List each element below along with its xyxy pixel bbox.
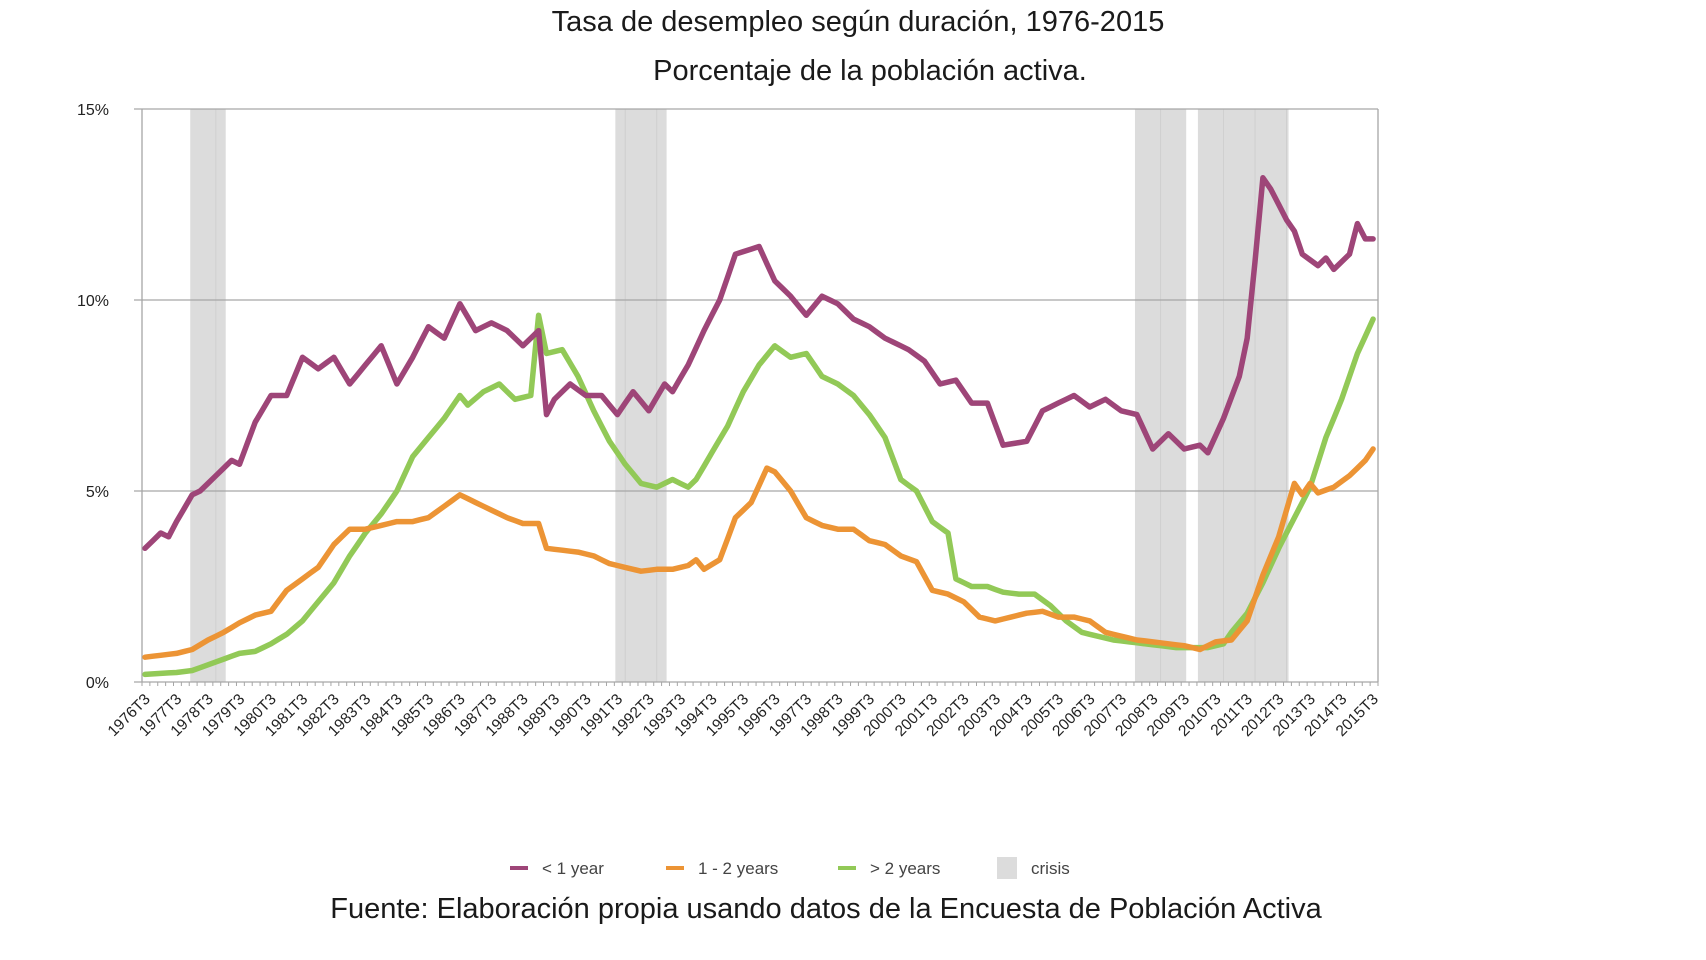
- y-tick-label: 10%: [77, 293, 109, 310]
- crisis-band: [190, 109, 226, 682]
- axes: [141, 109, 1379, 686]
- x-tick-labels: 1976T31977T31978T31979T31980T31981T31982…: [105, 691, 1382, 740]
- legend: < 1 year 1 - 2 years > 2 years crisis: [510, 857, 1070, 879]
- y-tick-label: 5%: [86, 484, 109, 501]
- series-line-lt1: [142, 175, 1376, 552]
- series-line-y12: [142, 446, 1376, 660]
- legend-label: > 2 years: [870, 859, 940, 878]
- legend-item-lt1: < 1 year: [510, 859, 604, 878]
- legend-swatch-crisis: [997, 857, 1017, 879]
- y-tick-label: 15%: [77, 102, 109, 119]
- legend-label: < 1 year: [542, 859, 604, 878]
- legend-label: 1 - 2 years: [698, 859, 778, 878]
- chart-subtitle: Porcentaje de la población activa.: [653, 55, 1087, 87]
- series-line-gt2: [142, 312, 1376, 678]
- source-note: Fuente: Elaboración propia usando datos …: [330, 893, 1322, 925]
- chart-title: Tasa de desempleo según duración, 1976-2…: [551, 6, 1165, 38]
- legend-item-gt2: > 2 years: [838, 859, 940, 878]
- legend-label: crisis: [1031, 859, 1070, 878]
- crisis-band: [1197, 109, 1289, 682]
- y-tick-label: 0%: [86, 675, 109, 692]
- series-lines: [142, 175, 1376, 678]
- y-tick-labels: 0% 5% 10% 15%: [77, 102, 109, 692]
- legend-item-y12: 1 - 2 years: [666, 859, 778, 878]
- legend-item-crisis: crisis: [997, 857, 1070, 879]
